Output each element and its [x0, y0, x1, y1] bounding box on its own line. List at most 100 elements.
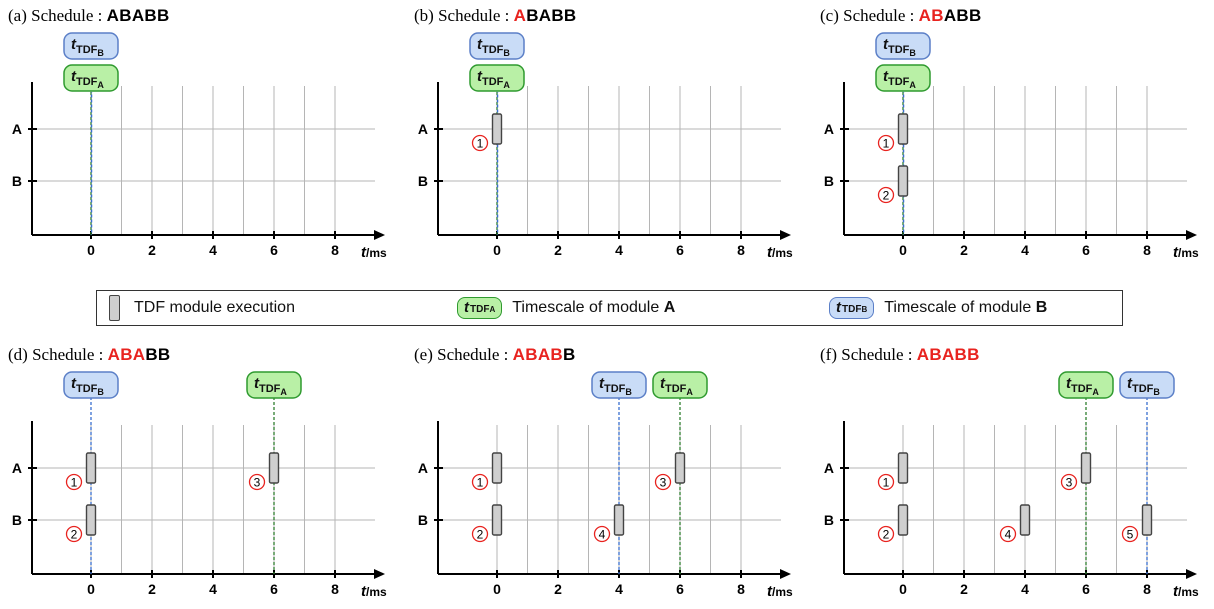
step-marker — [654, 473, 672, 491]
x-axis-label: t/ms — [767, 583, 793, 600]
step-marker — [65, 525, 83, 543]
schedule-label: ABABB — [107, 6, 170, 25]
step-number: 4 — [599, 528, 606, 542]
timeline-plot: A B 0 2 4 6 8 t/ms 1 2 3 4 5 tTDFA tTDFB — [824, 371, 1199, 600]
tdf-b-badge: tTDFB — [875, 32, 931, 60]
legend: TDF module execution t TDF A Timescale of … — [96, 290, 1123, 326]
x-axis-label: t/ms — [361, 583, 387, 600]
legend-exec-label: TDF module execution — [134, 299, 295, 316]
step-number: 2 — [477, 528, 484, 542]
legend-b-label: Timescale of module B — [884, 299, 1048, 316]
x-tick-label: 4 — [1021, 242, 1029, 258]
panel-title: (e) Schedule : ABABB — [414, 345, 576, 365]
schedule-letter: B — [156, 6, 170, 25]
exec-block-icon — [109, 295, 120, 321]
panel-a: (a) Schedule : ABABB A B 0 2 4 6 8 t/ms tTDFB tTD… — [0, 0, 400, 270]
schedule-letter: B — [929, 345, 942, 364]
row-label: B — [12, 512, 22, 528]
badge-text: tTDFB — [883, 36, 916, 58]
schedule-letter: B — [526, 6, 539, 25]
schedule-letter: B — [967, 345, 980, 364]
panel-d: (d) Schedule : ABABB A B 0 2 4 6 8 t/ms 1 2 3 tTDFA… — [0, 339, 400, 609]
exec-block — [897, 165, 909, 197]
badge-text: tTDFB — [71, 375, 104, 397]
schedule-label: ABABB — [917, 345, 980, 364]
badge-text: tTDFA — [1066, 375, 1099, 397]
x-tick-label: 8 — [1143, 581, 1151, 597]
badge-box — [63, 32, 119, 60]
step-marker — [877, 525, 895, 543]
step-number: 2 — [883, 528, 890, 542]
schedule-letter: B — [525, 345, 538, 364]
step-marker — [471, 134, 489, 152]
badge-box — [652, 371, 708, 399]
schedule-label: ABABB — [108, 345, 171, 364]
schedule-label: ABABB — [514, 6, 577, 25]
step-marker — [877, 134, 895, 152]
x-tick-label: 8 — [331, 581, 339, 597]
badge-text: tTDFB — [1127, 375, 1160, 397]
x-tick-label: 6 — [270, 242, 278, 258]
badge-box — [469, 64, 525, 92]
badge-text: tTDFB — [477, 36, 510, 58]
schedule-label: ABABB — [919, 6, 982, 25]
row-label: B — [824, 173, 834, 189]
row-label: A — [12, 121, 22, 137]
timeline-plot: A B 0 2 4 6 8 t/ms 1 2 3 tTDFA tTDFB — [12, 371, 387, 600]
schedule-letter: B — [563, 6, 577, 25]
panel-title-prefix: (a) Schedule : — [8, 6, 107, 25]
badge-text: tTDFB — [599, 375, 632, 397]
exec-block — [1080, 452, 1092, 484]
schedule-letter: A — [131, 6, 145, 25]
schedule-letter: B — [956, 6, 969, 25]
badge-box — [875, 64, 931, 92]
x-tick-label: 2 — [148, 581, 156, 597]
legend-item-tdf-b: t TDF B Timescale of module B — [829, 291, 1047, 325]
step-number: 1 — [477, 137, 484, 151]
tdf-a-badge: tTDFA — [246, 371, 302, 399]
legend-item-tdf-a: t TDF A Timescale of module A — [457, 291, 675, 325]
exec-block — [674, 452, 686, 484]
schedule-letter: B — [119, 6, 132, 25]
badge-text: tTDFA — [71, 68, 104, 90]
schedule-letter: A — [943, 6, 957, 25]
x-tick-label: 8 — [737, 581, 745, 597]
x-axis-arrow — [374, 230, 385, 240]
x-tick-label: 4 — [615, 581, 623, 597]
panel-title-prefix: (d) Schedule : — [8, 345, 108, 364]
schedule-letter: B — [145, 345, 158, 364]
exec-block — [85, 452, 97, 484]
badge-text: tTDFA — [883, 68, 916, 90]
x-axis-arrow — [1186, 230, 1197, 240]
exec-block — [613, 504, 625, 536]
x-tick-label: 4 — [209, 581, 217, 597]
badge-box — [1119, 371, 1175, 399]
row-label: A — [12, 460, 22, 476]
exec-block — [1019, 504, 1031, 536]
step-number: 1 — [883, 137, 890, 151]
panel-title-prefix: (b) Schedule : — [414, 6, 514, 25]
schedule-letter: B — [120, 345, 133, 364]
step-number: 3 — [254, 476, 261, 490]
schedule-letter: B — [562, 345, 576, 364]
x-tick-label: 8 — [737, 242, 745, 258]
panel-title: (d) Schedule : ABABB — [8, 345, 171, 365]
x-tick-label: 2 — [554, 242, 562, 258]
tdf-a-badge: tTDFA — [63, 64, 119, 92]
schedule-letter: A — [538, 6, 552, 25]
tdf-b-badge: tTDFB — [63, 371, 119, 399]
step-number: 5 — [1127, 528, 1134, 542]
step-marker — [471, 525, 489, 543]
exec-block — [897, 504, 909, 536]
x-tick-label: 0 — [493, 242, 501, 258]
row-label: A — [418, 460, 428, 476]
step-marker — [999, 525, 1017, 543]
x-axis-arrow — [1186, 569, 1197, 579]
badge-text: tTDFA — [254, 375, 287, 397]
tdf-a-badge: tTDFA — [1058, 371, 1114, 399]
schedule-letter: B — [157, 345, 171, 364]
panel-f: (f) Schedule : ABABB A B 0 2 4 6 8 t/ms 1 2 3 4 5 tTD… — [812, 339, 1212, 609]
schedule-letter: B — [968, 6, 982, 25]
panel-e: (e) Schedule : ABABB A B 0 2 4 6 8 t/ms 1 2 3 4 tTDF… — [406, 339, 806, 609]
x-axis-arrow — [780, 230, 791, 240]
